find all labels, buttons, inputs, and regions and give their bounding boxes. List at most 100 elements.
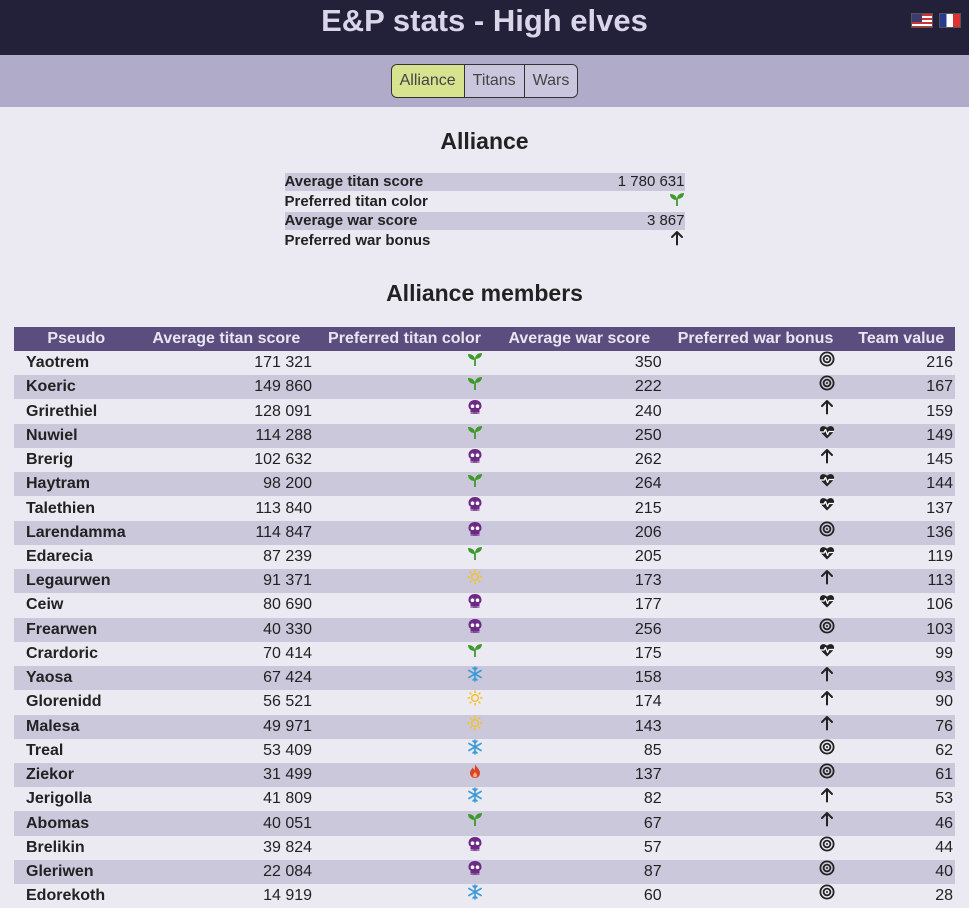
titan-color-cell <box>314 472 495 497</box>
avg-titan-score: 128 091 <box>254 402 313 420</box>
skull-icon <box>467 593 483 617</box>
target-icon <box>819 618 835 642</box>
avg-titan-score: 91 371 <box>138 569 315 594</box>
avg-war-score: 177 <box>634 596 662 614</box>
leaf-icon <box>467 424 483 448</box>
avg-war-score: 262 <box>634 451 662 469</box>
table-row: Frearwen 40 330 256 103 <box>14 617 955 642</box>
avg-titan-score: 22 084 <box>138 859 315 885</box>
titan-color-cell <box>314 375 495 400</box>
skull-icon <box>467 521 483 545</box>
team-value: 113 <box>847 569 955 594</box>
leaf-icon <box>669 191 685 212</box>
alliance-heading: Alliance <box>440 128 529 154</box>
avg-war-score: 158 <box>494 666 664 691</box>
arrow-up-icon <box>819 811 835 835</box>
titan-color-cell <box>314 399 495 423</box>
titan-color-cell <box>314 811 495 836</box>
member-name: Malesa <box>14 714 139 739</box>
heart-pulse-icon <box>819 424 835 448</box>
target-icon <box>819 763 835 787</box>
tab-titans[interactable]: Titans <box>463 65 524 97</box>
sun-icon <box>467 715 483 739</box>
fr-flag-icon[interactable] <box>939 13 961 28</box>
summary-row: Average titan score 1 780 631 <box>284 173 685 191</box>
summary-value <box>559 191 685 212</box>
war-bonus-cell <box>664 690 848 714</box>
sun-icon <box>467 690 483 714</box>
members-table: Pseudo Average titan score Preferred tit… <box>14 327 955 908</box>
war-bonus-cell <box>664 496 848 520</box>
team-value: 44 <box>935 838 953 856</box>
avg-titan-score: 149 860 <box>138 375 315 400</box>
leaf-icon <box>467 642 483 666</box>
team-value: 159 <box>926 402 953 420</box>
avg-titan-score: 171 321 <box>254 354 313 372</box>
us-flag-icon[interactable] <box>911 13 933 28</box>
titan-color-cell <box>314 787 495 811</box>
summary-label: Average titan score <box>284 173 559 191</box>
col-team-value[interactable]: Team value <box>847 327 955 351</box>
snowflake-icon <box>467 666 483 690</box>
table-row: Edarecia 87 239 205 119 <box>14 545 955 569</box>
war-bonus-cell <box>664 836 848 860</box>
avg-titan-score: 114 288 <box>138 423 315 448</box>
war-bonus-cell <box>664 787 848 811</box>
summary-label: Preferred titan color <box>284 192 428 210</box>
titan-color-cell <box>314 762 495 788</box>
summary-value: 3 867 <box>558 212 685 230</box>
avg-war-score: 205 <box>634 547 662 565</box>
member-name: Jerigolla <box>26 790 92 808</box>
war-bonus-cell <box>664 642 848 666</box>
war-bonus-cell <box>663 666 848 691</box>
member-name: Brelikin <box>26 838 85 856</box>
avg-war-score: 215 <box>634 499 662 517</box>
avg-war-score: 174 <box>634 693 662 711</box>
avg-titan-score: 102 632 <box>254 451 313 469</box>
titan-color-cell <box>314 642 495 666</box>
target-icon <box>819 884 835 908</box>
members-heading: Alliance members <box>386 280 583 306</box>
team-value: 62 <box>935 741 953 759</box>
avg-titan-score: 113 840 <box>255 499 313 517</box>
titan-color-cell <box>314 738 495 763</box>
member-name: Treal <box>26 741 64 759</box>
summary-label: Preferred war bonus <box>284 231 431 249</box>
leaf-icon <box>467 472 483 496</box>
table-row: Ceiw 80 690 177 106 <box>14 593 955 617</box>
avg-titan-score: 49 971 <box>138 714 315 739</box>
titan-color-cell <box>314 593 495 617</box>
member-name: Edorekoth <box>26 887 106 905</box>
arrow-up-icon <box>819 666 835 690</box>
team-value: 28 <box>935 887 953 905</box>
member-name: Ziekor <box>14 762 139 788</box>
war-bonus-cell <box>664 448 848 472</box>
member-name: Ceiw <box>26 596 64 614</box>
col-preferred-titan-color[interactable]: Preferred titan color <box>314 327 495 351</box>
skull-icon <box>467 860 483 884</box>
members-header-row: Pseudo Average titan score Preferred tit… <box>14 327 955 351</box>
avg-war-score: 175 <box>634 644 662 662</box>
col-preferred-war-bonus[interactable]: Preferred war bonus <box>663 327 848 351</box>
skull-icon <box>467 399 483 423</box>
col-avg-war-score[interactable]: Average war score <box>494 327 664 351</box>
summary-row: Average war score 3 867 <box>284 212 685 230</box>
avg-war-score: 57 <box>643 838 662 856</box>
col-pseudo[interactable]: Pseudo <box>14 327 139 351</box>
tab-wars[interactable]: Wars <box>523 65 578 97</box>
avg-war-score: 173 <box>494 569 664 594</box>
tab-alliance[interactable]: Alliance <box>391 65 464 97</box>
snowflake-icon <box>467 884 483 908</box>
member-name: Brerig <box>26 451 74 469</box>
war-bonus-cell <box>664 593 848 617</box>
col-avg-titan-score[interactable]: Average titan score <box>138 327 315 351</box>
target-icon <box>819 351 835 375</box>
titan-color-cell <box>314 690 495 714</box>
team-value: 90 <box>935 693 953 711</box>
table-row: Legaurwen 91 371 173 113 <box>14 569 955 594</box>
table-row: Edorekoth 14 919 60 28 <box>14 884 955 908</box>
heart-pulse-icon <box>819 496 835 520</box>
table-row: Grirethiel 128 091 240 159 <box>14 399 955 423</box>
team-value: 61 <box>847 762 955 788</box>
sun-icon <box>467 569 483 593</box>
